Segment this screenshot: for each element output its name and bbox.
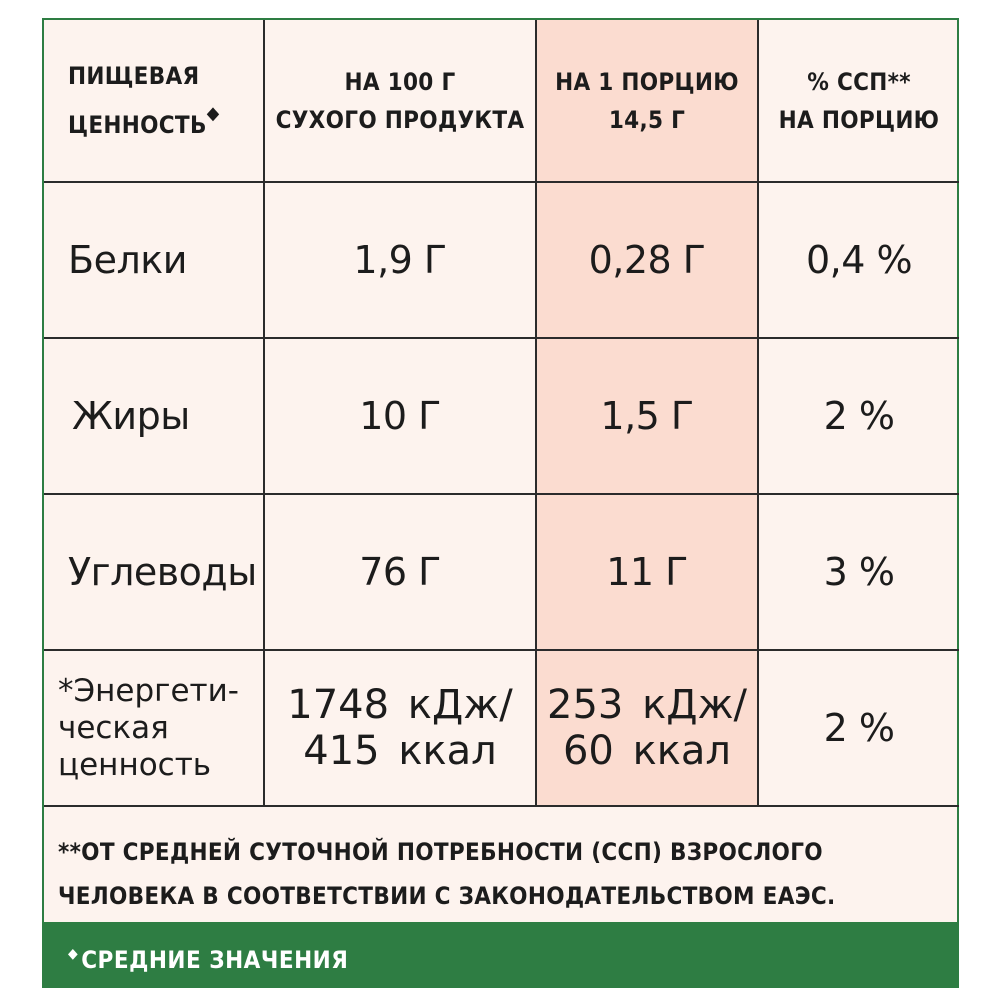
nutrient-name: Углеводы xyxy=(68,550,257,594)
value-daily-percent: 2 % xyxy=(823,706,895,750)
value-per-100g: 1748 кДж/ 415 ккал xyxy=(287,682,513,774)
header-per-serving: НА 1 ПОРЦИЮ 14,5 Г xyxy=(535,20,759,183)
table-row: Углеводы 76 Г 11 Г 3 % xyxy=(44,493,959,651)
nutrient-name: *Энергети- ческая ценность xyxy=(58,672,239,783)
averages-label: СРЕДНИЕ ЗНАЧЕНИЯ xyxy=(81,946,349,974)
value-daily-percent: 0,4 % xyxy=(805,238,913,282)
footnote: **ОТ СРЕДНЕЙ СУТОЧНОЙ ПОТРЕБНОСТИ (ССП) … xyxy=(58,838,836,910)
value-per-serving: 0,28 Г xyxy=(588,238,706,282)
value-daily-percent: 2 % xyxy=(823,394,895,438)
header-nutrient: ПИЩЕВАЯ ЦЕННОСТЬ◆ xyxy=(44,20,265,183)
header-daily-value-label: % ССП** НА ПОРЦИЮ xyxy=(778,67,940,134)
header-daily-value: % ССП** НА ПОРЦИЮ xyxy=(757,20,959,183)
header-per-100g-label: НА 100 Г СУХОГО ПРОДУКТА xyxy=(275,67,525,134)
nutrition-label: ПИЩЕВАЯ ЦЕННОСТЬ◆ НА 100 Г СУХОГО ПРОДУК… xyxy=(42,18,959,988)
value-per-serving: 11 Г xyxy=(606,550,688,594)
value-per-serving: 253 кДж/ 60 ккал xyxy=(547,682,747,774)
table-row: *Энергети- ческая ценность 1748 кДж/ 415… xyxy=(44,649,959,807)
nutrient-name: Белки xyxy=(68,238,187,282)
table-row: Жиры 10 Г 1,5 Г 2 % xyxy=(44,337,959,495)
header-per-100g: НА 100 Г СУХОГО ПРОДУКТА xyxy=(263,20,537,183)
value-daily-percent: 3 % xyxy=(823,550,895,594)
value-per-100g: 76 Г xyxy=(359,550,441,594)
diamond-mark-icon: ◆ xyxy=(68,946,79,962)
header-nutrient-label: ПИЩЕВАЯ ЦЕННОСТЬ xyxy=(68,62,207,139)
header-per-serving-label: НА 1 ПОРЦИЮ 14,5 Г xyxy=(555,67,739,134)
nutrition-table: ПИЩЕВАЯ ЦЕННОСТЬ◆ НА 100 Г СУХОГО ПРОДУК… xyxy=(44,20,959,807)
value-per-100g: 10 Г xyxy=(359,394,441,438)
nutrient-name: Жиры xyxy=(72,394,190,438)
table-row: Белки 1,9 Г 0,28 Г 0,4 % xyxy=(44,181,959,339)
averages-bar: ◆ СРЕДНИЕ ЗНАЧЕНИЯ xyxy=(42,922,959,988)
value-per-serving: 1,5 Г xyxy=(600,394,694,438)
header-row: ПИЩЕВАЯ ЦЕННОСТЬ◆ НА 100 Г СУХОГО ПРОДУК… xyxy=(44,20,959,183)
diamond-mark-icon: ◆ xyxy=(206,103,220,124)
value-per-100g: 1,9 Г xyxy=(353,238,447,282)
